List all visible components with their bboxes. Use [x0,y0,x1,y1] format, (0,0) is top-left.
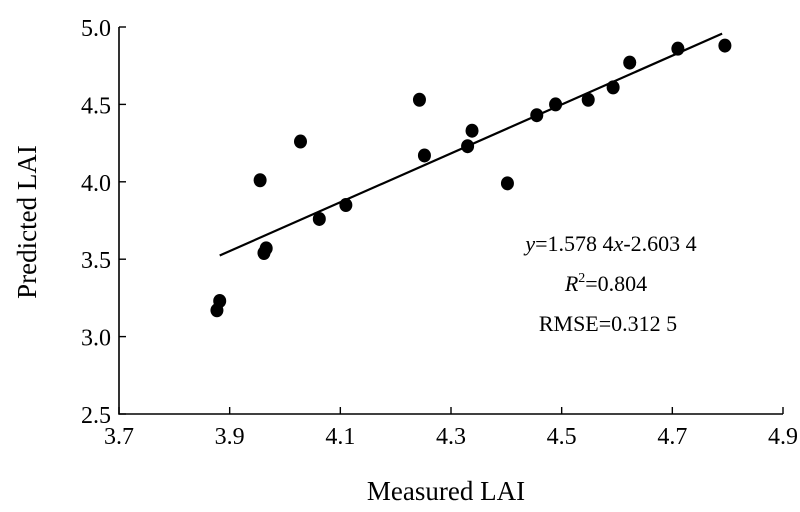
data-point-6 [312,211,326,226]
x-tick-label: 4.9 [768,424,798,450]
y-tick-label: 2.5 [81,403,111,429]
r-variable: R [564,271,579,296]
axis-ticks [118,26,784,415]
r-squared-label: R2=0.804 [564,271,647,296]
data-point-13 [530,108,544,123]
data-point-9 [417,148,431,163]
r-squared-value: =0.804 [585,271,647,296]
x-tick-label: 3.9 [215,424,245,450]
data-point-17 [623,55,637,70]
data-point-14 [549,97,563,112]
y-tick-label: 4.0 [81,171,111,197]
r-superscript: 2 [578,271,585,286]
x-tick-label: 4.5 [547,424,577,450]
data-point-5 [293,134,307,149]
y-tick-label: 3.5 [81,248,111,274]
y-tick-label: 4.5 [81,93,111,119]
regression-equation: y=1.578 4x-2.603 4 [523,231,696,256]
x-axis-title: Measured LAI [367,476,525,506]
data-point-1 [213,293,227,308]
data-point-19 [718,38,732,53]
data-point-18 [671,41,685,56]
equation-part-1: =1.578 4 [535,231,613,256]
equation-x-variable: x [613,231,624,256]
data-point-16 [606,80,620,95]
axis-tick-labels: 3.7 3.9 4.1 4.3 4.5 4.7 4.9 2.5 3.0 3.5 4.0 4.5 5.0 [81,16,798,450]
x-tick-label: 4.7 [657,424,687,450]
x-tick-label: 3.7 [104,424,134,450]
y-axis-title: Predicted LAI [12,145,42,299]
data-point-7 [339,198,353,213]
x-tick-label: 4.1 [325,424,355,450]
rmse-label: RMSE=0.312 5 [539,311,677,336]
y-tick-label: 5.0 [81,16,111,42]
data-points [210,38,732,318]
y-tick-label: 3.0 [81,326,111,352]
data-point-2 [253,173,267,188]
data-point-12 [500,176,514,191]
axis-frame [118,27,783,415]
x-tick-label: 4.3 [436,424,466,450]
data-point-8 [412,92,426,107]
data-point-11 [465,123,479,138]
data-point-15 [581,92,595,107]
equation-part-2: -2.603 4 [623,231,696,256]
equation-y-variable: y [523,231,535,256]
data-point-10 [461,139,475,154]
data-point-4 [259,241,273,256]
